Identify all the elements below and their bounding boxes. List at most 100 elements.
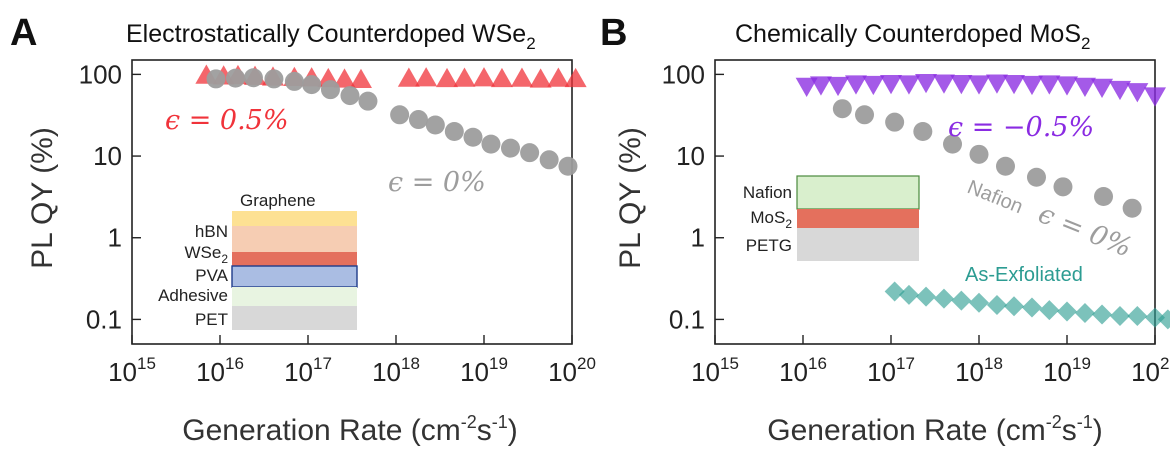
panel-b-data-point (1053, 177, 1073, 197)
panel-a-data-points (195, 64, 587, 176)
panel-letter-a: A (10, 12, 37, 54)
panel-b-data-point (950, 74, 973, 95)
panel-a-x-ticks: 1015 1016 1017 1018 1019 1020 (108, 335, 596, 387)
panel-a-y-axis-label: PL QY (%) (26, 127, 59, 269)
panel-b-data-point (885, 112, 905, 132)
panel-b-data-point (884, 281, 905, 302)
panel-b-data-point (1003, 74, 1026, 95)
stack-label-hbn: hBN (195, 222, 228, 241)
panel-b-data-point (1091, 78, 1114, 99)
stack-label-mos2: MoS2 (750, 208, 792, 231)
panel-a-y-tick-label: 0.1 (86, 304, 122, 334)
stack-label-wse2: WSe2 (184, 243, 228, 266)
panel-b-data-point (1038, 75, 1061, 95)
layer-hbn (232, 226, 357, 252)
panel-a-y-tick-label: 10 (93, 141, 122, 171)
panel-a-data-point (284, 71, 304, 91)
panel-b-annotation-teal: As-Exfoliated (965, 264, 1083, 286)
panel-a-data-point (463, 127, 483, 147)
panel-b-data-point (1004, 296, 1025, 317)
panel-a-data-point (225, 68, 245, 88)
panel-b-annotation-purple: ϵ = −0.5% (948, 112, 1094, 143)
panel-a: A Electrostatically Counterdoped WSe2 PL… (10, 12, 596, 387)
panel-a-data-point (302, 75, 322, 95)
panel-b-data-point (1144, 87, 1166, 107)
panel-b-data-point (913, 121, 933, 141)
panel-b-data-point (1122, 198, 1142, 218)
panel-b-data-point (809, 76, 832, 96)
panel-b-data-point (795, 77, 818, 98)
panel-a-data-point (547, 67, 570, 87)
panel-b-data-point (915, 74, 938, 94)
panel-a-data-point (397, 67, 420, 87)
panel-a-x-tick-label: 1016 (196, 354, 244, 387)
panel-a-data-point (390, 105, 410, 125)
panel-a-data-point (340, 86, 360, 106)
panel-b-x-tick-label: 1016 (779, 354, 827, 387)
panel-b-annotation-gray-eps: ϵ = 0% (1034, 198, 1136, 263)
panel-b-data-point (1157, 309, 1170, 330)
panel-b-data-point (1056, 76, 1078, 96)
panel-letter-b: B (600, 12, 627, 54)
panel-b-data-point (1126, 83, 1149, 103)
panel-b-data-point (969, 144, 989, 164)
panel-b-data-point (932, 74, 955, 94)
panel-a-x-tick-label: 1018 (372, 354, 420, 387)
panel-b-data-point (968, 75, 990, 95)
stack-label-petg: PETG (746, 236, 792, 255)
layer-mos2 (797, 209, 919, 228)
panel-a-x-tick-label: 1015 (108, 354, 156, 387)
layer-graphene (232, 211, 357, 226)
panel-b-x-tick-label: 1018 (955, 354, 1003, 387)
panel-b-data-point (1073, 77, 1096, 98)
panel-b-data-point (898, 284, 919, 305)
panel-b-y-tick-label: 10 (676, 141, 705, 171)
panel-a-data-point (453, 67, 476, 87)
panel-b-data-point (832, 99, 852, 119)
panel-a-data-point (558, 156, 578, 176)
panel-a-data-point (520, 143, 540, 163)
panel-a-data-point (333, 68, 356, 88)
panel-a-data-point (264, 69, 284, 89)
panel-b-y-tick-label: 0.1 (669, 304, 705, 334)
panel-b-data-point (1145, 307, 1165, 328)
panel-a-data-point (358, 91, 378, 111)
panel-b-title: Chemically Counterdoped MoS2 (735, 20, 1090, 53)
panel-a-data-point (415, 67, 438, 87)
panel-a-plot-frame (131, 59, 573, 345)
panel-b-data-point (1074, 302, 1095, 323)
layer-petg (797, 228, 919, 261)
panel-b-data-point (1021, 297, 1042, 318)
panel-b-x-tick-label: 1020 (1131, 354, 1170, 387)
stack-label-pva: PVA (195, 266, 228, 285)
panel-a-data-point (539, 150, 559, 170)
panel-b-data-point (985, 74, 1008, 94)
panel-a-data-point (564, 67, 587, 88)
panel-b-data-point (897, 75, 920, 95)
panel-b-y-ticks: 100 10 1 0.1 (662, 59, 724, 334)
panel-b-data-point (986, 295, 1007, 316)
panel-b-y-tick-label: 100 (662, 59, 705, 89)
panel-b-data-point (1127, 306, 1148, 327)
panel-a-data-point (444, 121, 464, 141)
panel-b-data-point (880, 74, 902, 95)
panel-a-data-point (481, 134, 501, 154)
panel-a-data-point (408, 110, 428, 130)
stack-label-adhesive: Adhesive (158, 286, 228, 305)
panel-a-annotation-red: ϵ = 0.5% (165, 105, 289, 136)
panel-b-data-points (795, 74, 1170, 330)
panel-a-y-tick-label: 100 (79, 59, 122, 89)
panel-b-data-point (933, 288, 954, 309)
panel-a-annotation-gray: ϵ = 0% (388, 167, 486, 198)
panel-a-title: Electrostatically Counterdoped WSe2 (126, 20, 536, 53)
panel-b-data-point (995, 156, 1015, 176)
layer-wse2 (232, 252, 357, 266)
panel-b-data-point (1108, 80, 1131, 101)
panel-a-layer-stack: Graphene hBN WSe2 PVA Adhesive PET (158, 191, 358, 330)
panel-a-data-point (425, 115, 445, 135)
panel-b-x-tick-label: 1015 (691, 354, 739, 387)
panel-b-x-axis-label: Generation Rate (cm-2s-1) (767, 412, 1102, 447)
panel-b-annotation-gray-word: Nafion (964, 176, 1026, 218)
layer-pva (231, 265, 358, 288)
panel-b: B Chemically Counterdoped MoS2 PL QY (%)… (600, 12, 1170, 387)
